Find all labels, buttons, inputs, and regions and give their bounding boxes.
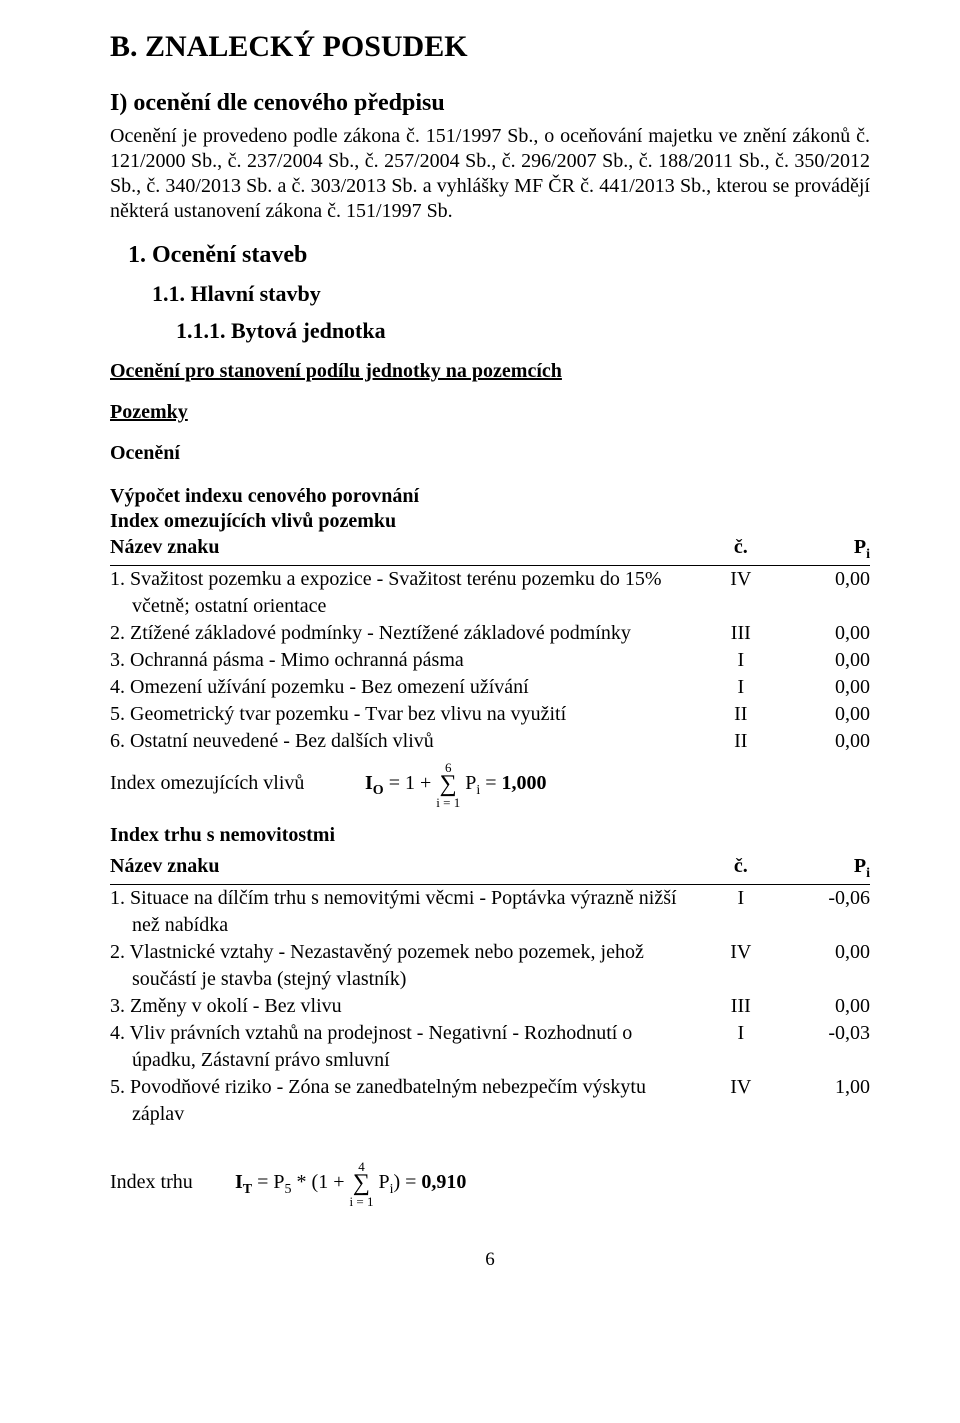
row-text: 3. Změny v okolí - Bez vlivu bbox=[110, 993, 703, 1020]
hdr-c: č. bbox=[703, 848, 779, 885]
heading-1: 1. Ocenění staveb bbox=[128, 240, 870, 270]
doc-title: B. ZNALECKÝ POSUDEK bbox=[110, 28, 870, 66]
row-text: 2. Ztížené základové podmínky - Neztížen… bbox=[110, 620, 703, 647]
row-code: IV bbox=[703, 939, 779, 966]
table-row-cont: úpadku, Zástavní právo smluvní bbox=[110, 1047, 870, 1074]
index-omez-title: Index omezujících vlivů pozemku bbox=[110, 509, 870, 534]
row-value: 1,00 bbox=[779, 1074, 870, 1101]
formula-expr: IO = 1 + 6∑i = 1 Pi = 1,000 bbox=[365, 772, 547, 794]
intro-paragraph: Ocenění je provedeno podle zákona č. 151… bbox=[110, 124, 870, 224]
underline-heading-2: Pozemky bbox=[110, 400, 870, 425]
table-index-trhu: Název znaku č. Pi 1. Situace na dílčím t… bbox=[110, 848, 870, 1129]
row-text: 4. Omezení užívání pozemku - Bez omezení… bbox=[110, 674, 703, 701]
hdr-nazev: Název znaku bbox=[110, 848, 703, 885]
row-text-cont: včetně; ostatní orientace bbox=[110, 593, 703, 620]
hdr-c: č. bbox=[703, 534, 779, 566]
table-row: 3. Ochranná pásma - Mimo ochranná pásmaI… bbox=[110, 647, 870, 674]
formula-index-omez: Index omezujících vlivů IO = 1 + 6∑i = 1… bbox=[110, 761, 870, 809]
formula-label: Index omezujících vlivů bbox=[110, 771, 360, 796]
table-row: 1. Situace na dílčím trhu s nemovitými v… bbox=[110, 885, 870, 913]
row-value: -0,03 bbox=[779, 1020, 870, 1047]
heading-1-1-1: 1.1.1. Bytová jednotka bbox=[176, 317, 870, 345]
row-value: 0,00 bbox=[779, 566, 870, 594]
row-text: 1. Situace na dílčím trhu s nemovitými v… bbox=[110, 885, 703, 913]
row-text-cont: záplav bbox=[110, 1101, 703, 1128]
section-i-heading: I) ocenění dle cenového předpisu bbox=[110, 88, 870, 118]
row-value: 0,00 bbox=[779, 620, 870, 647]
row-value: 0,00 bbox=[779, 674, 870, 701]
row-code: II bbox=[703, 728, 779, 755]
bold-heading-oceneni: Ocenění bbox=[110, 441, 870, 466]
row-code: I bbox=[703, 885, 779, 913]
table-row-cont: záplav bbox=[110, 1101, 870, 1128]
row-value: 0,00 bbox=[779, 647, 870, 674]
row-code: I bbox=[703, 1020, 779, 1047]
row-code: III bbox=[703, 993, 779, 1020]
underline-heading-1: Ocenění pro stanovení podílu jednotky na… bbox=[110, 359, 870, 384]
row-text: 6. Ostatní neuvedené - Bez dalších vlivů bbox=[110, 728, 703, 755]
row-text-cont: než nabídka bbox=[110, 912, 703, 939]
table-header-row: Název znaku č. Pi bbox=[110, 848, 870, 885]
row-text: 3. Ochranná pásma - Mimo ochranná pásma bbox=[110, 647, 703, 674]
table-row-cont: součástí je stavba (stejný vlastník) bbox=[110, 966, 870, 993]
vypocet-heading: Výpočet indexu cenového porovnání bbox=[110, 484, 870, 509]
row-text: 4. Vliv právních vztahů na prodejnost - … bbox=[110, 1020, 703, 1047]
hdr-pi: Pi bbox=[779, 534, 870, 566]
row-value: 0,00 bbox=[779, 728, 870, 755]
row-text: 1. Svažitost pozemku a expozice - Svažit… bbox=[110, 566, 703, 594]
row-text: 5. Povodňové riziko - Zóna se zanedbatel… bbox=[110, 1074, 703, 1101]
formula-label: Index trhu bbox=[110, 1170, 230, 1195]
row-text-cont: úpadku, Zástavní právo smluvní bbox=[110, 1047, 703, 1074]
hdr-pi: Pi bbox=[779, 848, 870, 885]
table-row: 2. Ztížené základové podmínky - Neztížen… bbox=[110, 620, 870, 647]
row-code: III bbox=[703, 620, 779, 647]
table-row: 5. Povodňové riziko - Zóna se zanedbatel… bbox=[110, 1074, 870, 1101]
row-code: II bbox=[703, 701, 779, 728]
formula-expr: IT = P5 * (1 + 4∑i = 1 Pi) = 0,910 bbox=[235, 1171, 466, 1193]
heading-1-1: 1.1. Hlavní stavby bbox=[152, 280, 870, 308]
formula-index-trhu: Index trhu IT = P5 * (1 + 4∑i = 1 Pi) = … bbox=[110, 1160, 870, 1208]
row-code: IV bbox=[703, 1074, 779, 1101]
row-value: 0,00 bbox=[779, 701, 870, 728]
row-code: I bbox=[703, 674, 779, 701]
hdr-nazev: Název znaku bbox=[110, 534, 703, 566]
row-text: 2. Vlastnické vztahy - Nezastavěný pozem… bbox=[110, 939, 703, 966]
row-value: -0,06 bbox=[779, 885, 870, 913]
table-row: 4. Omezení užívání pozemku - Bez omezení… bbox=[110, 674, 870, 701]
row-text: 5. Geometrický tvar pozemku - Tvar bez v… bbox=[110, 701, 703, 728]
table-row: 6. Ostatní neuvedené - Bez dalších vlivů… bbox=[110, 728, 870, 755]
row-value: 0,00 bbox=[779, 993, 870, 1020]
table-row: 3. Změny v okolí - Bez vlivuIII0,00 bbox=[110, 993, 870, 1020]
row-code: I bbox=[703, 647, 779, 674]
page-number: 6 bbox=[110, 1248, 870, 1272]
row-code: IV bbox=[703, 566, 779, 594]
table-row: 4. Vliv právních vztahů na prodejnost - … bbox=[110, 1020, 870, 1047]
index-trhu-title: Index trhu s nemovitostmi bbox=[110, 823, 870, 848]
table-row: 2. Vlastnické vztahy - Nezastavěný pozem… bbox=[110, 939, 870, 966]
table-row: 1. Svažitost pozemku a expozice - Svažit… bbox=[110, 566, 870, 594]
row-value: 0,00 bbox=[779, 939, 870, 966]
table-header-row: Název znaku č. Pi bbox=[110, 534, 870, 566]
row-text-cont: součástí je stavba (stejný vlastník) bbox=[110, 966, 703, 993]
table-row-cont: než nabídka bbox=[110, 912, 870, 939]
table-row-cont: včetně; ostatní orientace bbox=[110, 593, 870, 620]
table-index-omezujicich: Název znaku č. Pi 1. Svažitost pozemku a… bbox=[110, 534, 870, 756]
table-row: 5. Geometrický tvar pozemku - Tvar bez v… bbox=[110, 701, 870, 728]
